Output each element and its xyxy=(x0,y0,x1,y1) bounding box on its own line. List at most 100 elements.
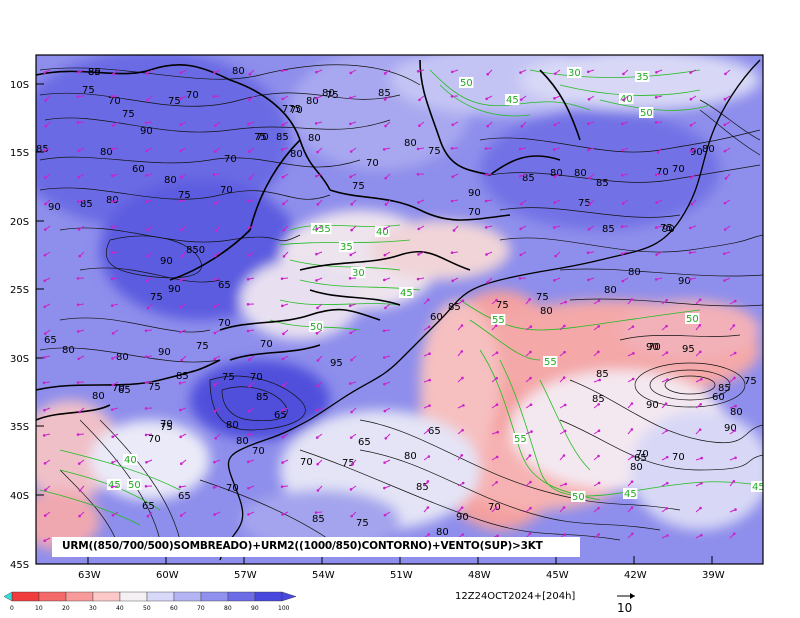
wind-vector-head xyxy=(281,461,284,464)
wind-vector-head xyxy=(586,251,590,255)
wind-vector-head xyxy=(529,403,533,406)
borders xyxy=(36,59,581,421)
green-contour-label: 45 xyxy=(506,95,519,106)
contour-label: 75 xyxy=(744,376,757,387)
wind-vector-head xyxy=(282,228,286,232)
wind-vector-head xyxy=(655,70,658,74)
wind-vector-head xyxy=(587,148,590,152)
contour-label: 85 xyxy=(592,394,605,405)
contour-label: 75 xyxy=(536,292,549,303)
colorbar-tick-label: 100 xyxy=(278,605,290,612)
wind-vector-head xyxy=(665,298,669,302)
lon-label: 45W xyxy=(546,570,569,581)
wind-vector-head xyxy=(316,489,320,492)
wind-vector-head xyxy=(383,253,387,257)
wind-vector-head xyxy=(631,532,634,536)
wind-vector-head xyxy=(146,98,149,102)
wind-vector-head xyxy=(281,409,284,412)
wind-vector-head xyxy=(427,428,430,432)
colorbar-swatch xyxy=(92,591,121,602)
wind-vector-head xyxy=(630,428,634,431)
colorbar-tick-label: 70 xyxy=(197,605,205,612)
contour-label: 65 xyxy=(178,491,191,502)
wind-vector-head xyxy=(733,299,737,303)
colorbar-start-arrow xyxy=(3,591,13,602)
wind-vector-head xyxy=(494,506,498,509)
wind-vector-head xyxy=(213,409,217,413)
wind-vector-head xyxy=(110,147,114,151)
wind-vector-head xyxy=(282,332,285,336)
wind-vector-head xyxy=(383,227,386,230)
lat-label: 10S xyxy=(10,80,29,91)
contour-label: 80 xyxy=(628,267,641,278)
wind-vector-head xyxy=(486,280,490,284)
wind-vector-head xyxy=(383,98,387,101)
wind-vector-head xyxy=(248,72,252,76)
wind-vector-head xyxy=(383,278,386,282)
wind-vector-head xyxy=(427,325,431,329)
black-contour-labels: 8075807080757758570759070758070858085807… xyxy=(36,66,757,538)
wind-vector-head xyxy=(144,484,148,488)
contour-label: 90 xyxy=(690,147,703,158)
wind-vector-head xyxy=(76,277,80,280)
wind-vector-head xyxy=(281,513,284,516)
latitude-labels: 10S 15S 20S 25S 30S 35S 40S 45S xyxy=(10,80,29,571)
contour-label: 85 xyxy=(522,173,535,184)
wind-vector-head xyxy=(246,199,250,203)
wind-vector-head xyxy=(520,125,524,128)
wind-vector-head xyxy=(348,276,352,280)
wind-vector-head xyxy=(665,351,669,354)
wind-vector-head xyxy=(620,173,624,177)
wind-vector-head xyxy=(666,534,669,537)
green-contour-label: 50 xyxy=(460,78,473,89)
contour-label: 85 xyxy=(276,132,289,143)
wind-vector-head xyxy=(76,200,80,203)
map-title: URM((850/700/500)SOMBREADO)+URM2((1000/8… xyxy=(62,540,543,552)
wind-vector-head xyxy=(78,410,81,414)
wind-vector-head xyxy=(564,300,567,304)
wind-vector-head xyxy=(349,488,353,491)
wind-vector-head xyxy=(112,72,115,76)
wind-vector-head xyxy=(553,72,557,75)
contour-label: 70 xyxy=(468,207,481,218)
wind-vector-head xyxy=(428,352,431,356)
wind-vector-head xyxy=(416,277,420,281)
contour-label: 80 xyxy=(604,285,617,296)
wind-vector-head xyxy=(722,252,726,256)
wind-vector-head xyxy=(315,70,318,74)
wind-vector-head xyxy=(44,488,47,492)
contour-label: 85 xyxy=(596,369,609,380)
contour-label: 90 xyxy=(160,256,173,267)
wind-vector-head xyxy=(416,147,420,151)
green-contour-label: 35 xyxy=(340,242,353,253)
wind-vector-head xyxy=(348,96,352,100)
wind-vector-head xyxy=(655,253,658,256)
wind-vector-head xyxy=(384,437,388,440)
contour-label: 75 xyxy=(168,96,181,107)
contour-label: 775 xyxy=(282,104,301,115)
wind-vector-head xyxy=(179,330,182,334)
wind-vector-head xyxy=(723,149,727,153)
wind-vector-head xyxy=(383,486,386,490)
wind-vector-head xyxy=(213,202,217,205)
wind-vector-head xyxy=(44,99,48,102)
contour-label: 80 xyxy=(574,168,587,179)
contour-label: 80 xyxy=(62,345,75,356)
wind-vector-head xyxy=(350,410,353,414)
green-contour-label: 50 xyxy=(310,322,323,333)
contour-label: 70 xyxy=(256,132,269,143)
wind-vector-head xyxy=(76,330,80,333)
wind-vector-head xyxy=(146,254,150,258)
map-frame xyxy=(35,54,764,565)
wind-vector-head xyxy=(213,150,217,153)
wind-vector-head xyxy=(597,350,600,354)
colorbar-swatch xyxy=(65,591,94,602)
wind-vector-head xyxy=(724,177,728,180)
wind-vector-head xyxy=(688,277,692,281)
wind-vector-head xyxy=(43,332,47,335)
contour-label: 80 xyxy=(308,133,321,144)
green-contour-label: 40 xyxy=(376,227,389,238)
wind-vector-head xyxy=(214,229,218,232)
wind-vector-head xyxy=(597,533,601,536)
wind-vector-head xyxy=(178,199,182,203)
